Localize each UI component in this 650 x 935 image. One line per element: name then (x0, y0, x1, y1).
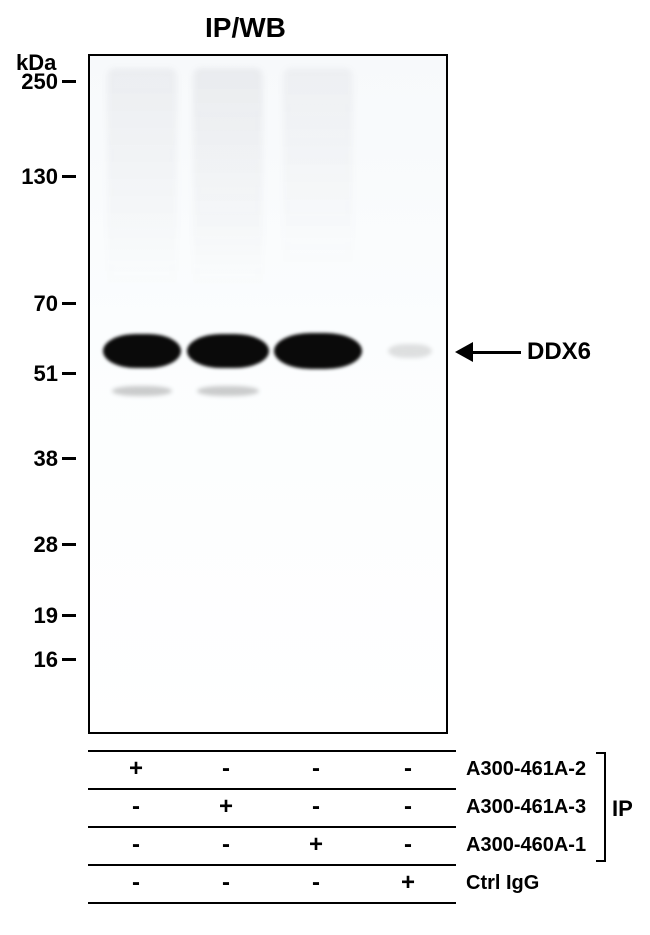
antibody-label: Ctrl IgG (466, 872, 539, 895)
mw-marker: 38 (10, 446, 58, 472)
ip-label: IP (612, 796, 633, 822)
mw-tick (62, 302, 76, 305)
ip-brace-cap (596, 860, 604, 862)
mw-marker: 19 (10, 603, 58, 629)
mw-marker: 28 (10, 532, 58, 558)
mw-tick (62, 372, 76, 375)
lane-smear (193, 68, 263, 288)
table-cell: + (116, 755, 156, 783)
table-cell: - (388, 831, 428, 859)
arrow-head-icon (455, 342, 473, 362)
table-cell: - (206, 869, 246, 897)
protein-band (388, 344, 432, 358)
table-cell: - (388, 755, 428, 783)
protein-label: DDX6 (527, 338, 591, 366)
mw-marker: 16 (10, 647, 58, 673)
ip-brace-line (604, 752, 606, 862)
antibody-label: A300-461A-2 (466, 758, 586, 781)
protein-band (274, 333, 362, 369)
protein-band (103, 334, 181, 368)
table-cell: + (206, 793, 246, 821)
mw-tick (62, 658, 76, 661)
table-row-line (88, 902, 456, 904)
table-row-line (88, 826, 456, 828)
table-cell: - (206, 831, 246, 859)
table-cell: - (116, 831, 156, 859)
antibody-label: A300-460A-1 (466, 834, 586, 857)
mw-marker: 130 (10, 164, 58, 190)
table-cell: - (296, 869, 336, 897)
mw-marker: 51 (10, 361, 58, 387)
mw-marker: 250 (10, 69, 58, 95)
lane-smear (107, 68, 177, 288)
table-cell: - (296, 755, 336, 783)
table-row-line (88, 864, 456, 866)
table-cell: - (206, 755, 246, 783)
ip-conditions-table: + - - - A300-461A-2 - + - - A300-461A-3 - - + - A300-4… (88, 750, 628, 902)
mw-tick (62, 175, 76, 178)
table-cell: - (388, 793, 428, 821)
secondary-band (197, 386, 259, 396)
blot-membrane (88, 54, 448, 734)
table-cell: - (116, 869, 156, 897)
mw-marker: 70 (10, 291, 58, 317)
antibody-label: A300-461A-3 (466, 796, 586, 819)
figure-title: IP/WB (205, 12, 286, 44)
secondary-band (112, 386, 172, 396)
protein-band (187, 334, 269, 368)
mw-tick (62, 457, 76, 460)
table-row-line (88, 788, 456, 790)
western-blot-figure: IP/WB kDa DDX6 +---A300-461A-2-+--A300-4… (10, 10, 640, 925)
mw-tick (62, 80, 76, 83)
mw-tick (62, 614, 76, 617)
table-cell: - (116, 793, 156, 821)
arrow-line (473, 351, 521, 354)
mw-tick (62, 543, 76, 546)
lane-smear (283, 68, 353, 268)
table-cell: - (296, 793, 336, 821)
table-cell: + (388, 869, 428, 897)
table-row-line (88, 750, 456, 752)
ip-brace-cap (596, 752, 604, 754)
table-cell: + (296, 831, 336, 859)
